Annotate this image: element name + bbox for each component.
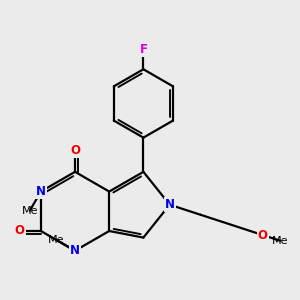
Text: Me: Me (272, 236, 289, 246)
Text: N: N (165, 198, 175, 211)
Text: O: O (15, 224, 25, 238)
Text: N: N (36, 185, 46, 198)
Text: F: F (140, 43, 147, 56)
Text: O: O (258, 229, 268, 242)
Text: Me: Me (48, 235, 64, 245)
Text: N: N (70, 244, 80, 257)
Text: O: O (70, 144, 80, 157)
Text: Me: Me (22, 206, 38, 216)
